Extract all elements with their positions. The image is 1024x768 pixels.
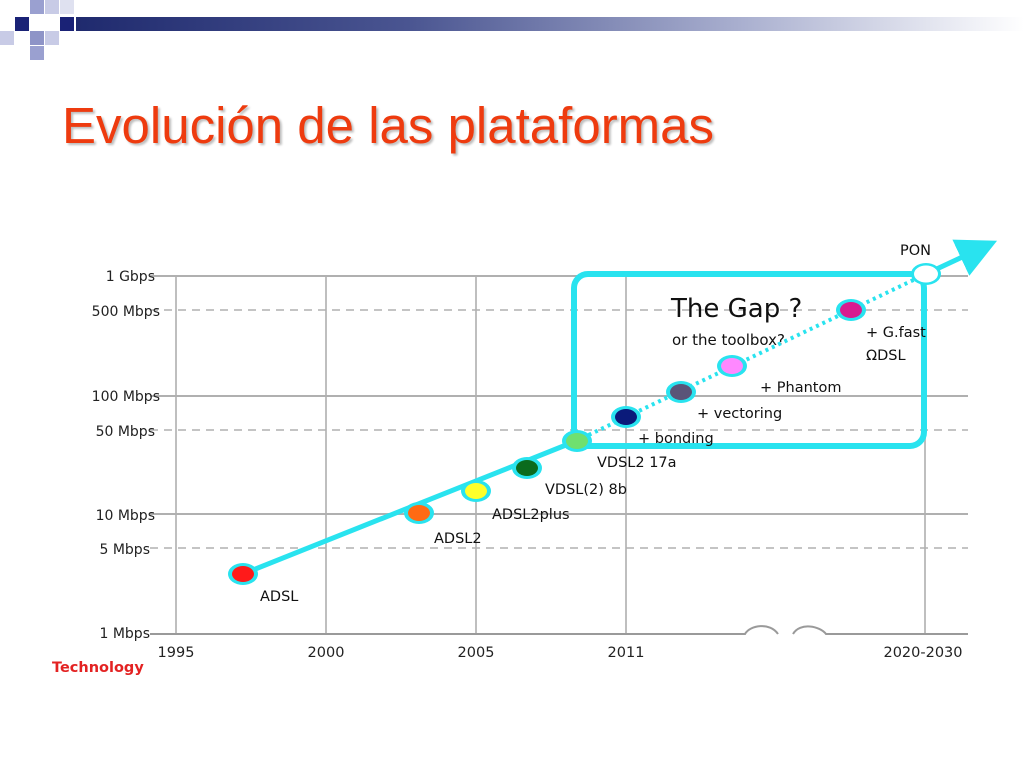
gap-subtitle: or the toolbox? (672, 331, 785, 349)
point-fill (408, 505, 430, 521)
point-pon: PON (900, 243, 941, 285)
decorative-squares (0, 0, 1024, 60)
point-label: + Phantom (760, 380, 841, 396)
x-tick-label: 2000 (308, 645, 345, 661)
header-gradient-bar (76, 17, 1024, 31)
point-adsl2plus: ADSL2plus (461, 480, 570, 523)
point-label: + G.fast (866, 325, 926, 341)
point-label: + vectoring (697, 406, 782, 422)
y-tick-label: 50 Mbps (96, 424, 155, 440)
point-fill (615, 409, 637, 425)
point-phantom: + Phantom (717, 355, 841, 396)
point-bonding: + bonding (611, 406, 714, 447)
point-label: + bonding (638, 431, 714, 447)
point-adsl: ADSL (228, 563, 298, 605)
deco-square (60, 0, 74, 14)
point-adsl2: ADSL2 (404, 502, 482, 547)
x-tick-label: 2011 (608, 645, 645, 661)
point-fill (566, 433, 588, 449)
point-label: ADSL (260, 589, 298, 605)
gap-box (571, 271, 927, 449)
deco-square (45, 0, 59, 14)
point-label: VDSL(2) 8b (545, 482, 627, 498)
technology-axis-label: Technology (52, 660, 144, 676)
deco-square (0, 31, 14, 45)
y-tick-label: 1 Mbps (99, 626, 150, 642)
x-axis (150, 625, 968, 635)
deco-square (60, 17, 74, 31)
y-tick-label: 10 Mbps (96, 508, 155, 524)
point-vdsl-8b: VDSL(2) 8b (512, 457, 627, 498)
point-fill (670, 384, 692, 400)
point-label-secondary: ΩDSL (866, 348, 906, 364)
deco-square (30, 0, 44, 14)
gap-title: The Gap ? (670, 294, 802, 324)
point-fill (232, 566, 254, 582)
deco-square (45, 31, 59, 45)
deco-square (30, 46, 44, 60)
y-tick-label: 1 Gbps (106, 269, 155, 285)
point-fill (914, 265, 938, 283)
deco-square (30, 31, 44, 45)
point-fill (840, 302, 862, 318)
point-vdsl2-17a: VDSL2 17a (562, 430, 677, 471)
y-tick-label: 500 Mbps (92, 304, 160, 320)
x-tick-label: 2005 (458, 645, 495, 661)
point-gfast: + G.fast ΩDSL (836, 299, 926, 364)
y-tick-label: 5 Mbps (99, 542, 150, 558)
point-label: VDSL2 17a (597, 455, 677, 471)
point-fill (516, 460, 538, 476)
deco-square (15, 17, 29, 31)
point-fill (465, 483, 487, 499)
x-tick-label: 1995 (158, 645, 195, 661)
y-tick-label: 100 Mbps (92, 389, 160, 405)
point-label: PON (900, 243, 931, 259)
point-vectoring: + vectoring (666, 381, 782, 422)
point-label: ADSL2plus (492, 507, 570, 523)
x-tick-label: 2020-2030 (883, 645, 962, 661)
slide-title: Evolución de las plataformas (62, 97, 715, 154)
point-fill (721, 358, 743, 374)
point-label: ADSL2 (434, 531, 482, 547)
